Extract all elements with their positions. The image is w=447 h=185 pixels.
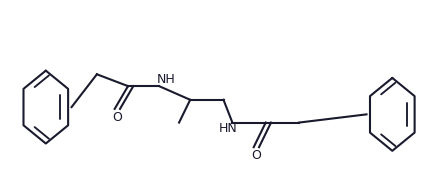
Text: O: O	[112, 111, 122, 124]
Text: NH: NH	[156, 73, 175, 86]
Text: HN: HN	[219, 122, 237, 134]
Text: O: O	[251, 149, 261, 162]
